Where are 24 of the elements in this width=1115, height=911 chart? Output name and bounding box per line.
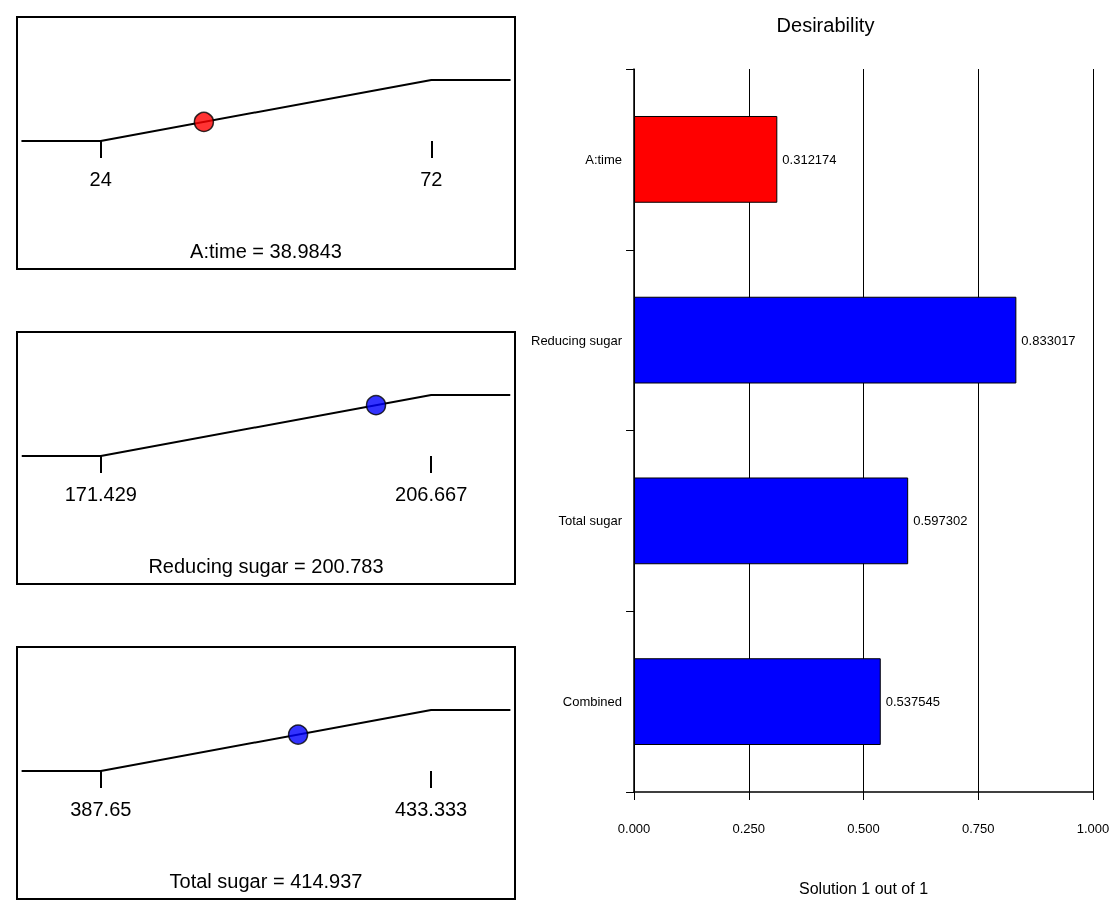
data-label: 0.833017 (1021, 332, 1076, 348)
x-tick-label: 0.000 (617, 821, 651, 836)
y-tick-label: A:time (585, 151, 623, 167)
x-tick-label: 206.667 (395, 483, 468, 505)
x-tick-label: 171.429 (64, 483, 137, 505)
x-tick-label: 1.000 (1076, 821, 1110, 836)
data-label: 0.597302 (913, 513, 968, 529)
y-tick-label: Reducing sugar (530, 332, 623, 348)
x-tick-label: 0.500 (847, 821, 880, 836)
x-axis-title: Total sugar = 414.937 (169, 870, 363, 892)
x-tick-label: 433.333 (394, 798, 468, 820)
y-tick-label: Total sugar (558, 513, 623, 529)
data-label: 0.537545 (885, 694, 940, 710)
x-tick-label: 387.65 (70, 798, 132, 820)
x-axis-title: Reducing sugar = 200.783 (148, 555, 384, 577)
x-axis-title: A:time = 38.9843 (190, 240, 342, 262)
x-axis-title: Solution 1 out of 1 (799, 879, 929, 897)
data-label: 0.312174 (782, 151, 837, 167)
y-tick-label: Combined (562, 694, 623, 710)
chart-title: Desirability (776, 14, 875, 36)
x-tick-label: 0.250 (732, 821, 766, 836)
x-tick-label: 72 (420, 168, 443, 190)
x-tick-label: 24 (89, 168, 112, 190)
x-tick-label: 0.750 (961, 821, 995, 836)
